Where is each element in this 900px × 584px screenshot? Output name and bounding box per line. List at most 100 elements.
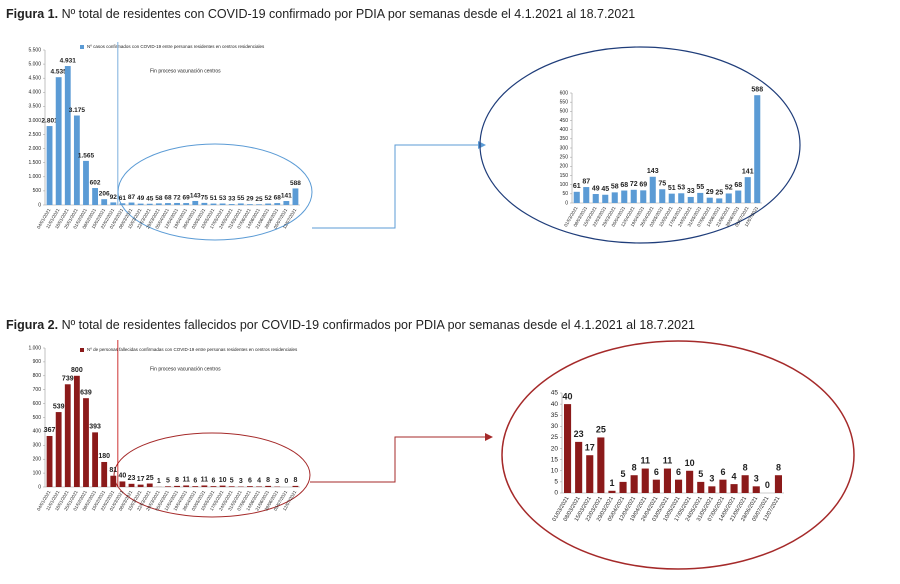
bar	[592, 194, 599, 203]
bar	[55, 77, 62, 205]
data-label: 75	[658, 180, 666, 187]
y-tick-label: 350	[560, 136, 569, 142]
data-label: 45	[146, 195, 154, 202]
bar	[668, 193, 675, 203]
y-tick-label: 20	[551, 445, 559, 452]
caption-text: Nº total de residentes fallecidos por CO…	[62, 318, 695, 332]
data-label: 10	[685, 458, 695, 468]
bar	[583, 187, 590, 203]
data-label: 393	[89, 424, 101, 431]
data-label: 25	[255, 196, 263, 203]
data-label: 539	[53, 403, 65, 410]
y-tick-label: 2.500	[28, 132, 41, 138]
data-label: 72	[173, 194, 181, 201]
data-label: 81	[109, 467, 117, 474]
bar	[210, 486, 217, 487]
zoom-ellipse	[501, 340, 855, 570]
y-tick-label: 250	[560, 154, 569, 160]
data-label: 143	[647, 168, 659, 175]
data-label: 8	[266, 477, 270, 484]
bar	[201, 485, 208, 487]
bar	[586, 455, 594, 493]
bar	[563, 404, 572, 493]
data-label: 5	[166, 478, 170, 485]
bar	[678, 193, 685, 203]
bar	[744, 177, 751, 203]
bar	[246, 204, 253, 205]
y-tick-label: 200	[33, 457, 42, 463]
bar	[719, 479, 727, 493]
bar	[101, 461, 108, 487]
data-label: 75	[201, 194, 209, 201]
y-tick-label: 500	[560, 109, 569, 115]
y-tick-label: 4.500	[28, 76, 41, 82]
bar	[83, 160, 89, 205]
data-label: 180	[98, 453, 110, 460]
bar	[283, 201, 290, 205]
data-label: 141	[281, 193, 292, 200]
bar	[73, 375, 80, 487]
bar	[46, 435, 53, 487]
data-label: 87	[128, 194, 136, 201]
bar	[697, 192, 704, 203]
bar	[602, 194, 609, 203]
data-label: 11	[663, 456, 673, 466]
y-tick-label: 400	[33, 429, 42, 435]
y-tick-label: 50	[562, 191, 568, 197]
y-tick-label: 800	[33, 373, 42, 379]
bar	[774, 475, 783, 493]
data-label: 69	[639, 182, 647, 189]
caption-label: Figura 2.	[6, 318, 58, 332]
data-label: 11	[201, 477, 209, 484]
bar	[652, 479, 660, 493]
bar	[687, 196, 694, 203]
legend-label: Nº de personas fallecidas confirmadas co…	[87, 347, 298, 352]
data-label: 1.565	[78, 152, 95, 159]
bar	[640, 190, 647, 203]
data-label: 45	[601, 186, 609, 193]
y-tick-label: 1.000	[28, 345, 41, 351]
caption-text: Nº total de residentes con COVID-19 conf…	[62, 7, 636, 21]
bar	[92, 188, 99, 205]
y-tick-label: 1.000	[28, 174, 41, 180]
bar	[575, 441, 583, 493]
bar	[174, 485, 180, 487]
bar	[219, 485, 226, 487]
bar	[64, 66, 71, 205]
data-label: 3	[275, 478, 279, 485]
data-label: 4	[257, 478, 261, 485]
bar	[101, 199, 108, 205]
y-tick-label: 1.500	[28, 160, 41, 166]
data-label: 4.535	[51, 69, 68, 76]
bar	[292, 188, 299, 205]
data-label: 69	[183, 195, 191, 202]
data-label: 367	[44, 427, 56, 434]
data-label: 40	[119, 473, 127, 480]
data-label: 2.801	[41, 118, 58, 125]
y-tick-label: 30	[551, 423, 559, 430]
zoom-arrow	[310, 433, 493, 483]
bar	[697, 481, 705, 493]
y-tick-label: 0	[554, 490, 558, 497]
data-label: 49	[592, 185, 600, 192]
bar	[256, 204, 262, 205]
bar	[292, 485, 299, 487]
data-label: 206	[99, 191, 110, 198]
data-label: 52	[265, 195, 273, 202]
bar	[183, 203, 190, 205]
legend-swatch	[80, 348, 84, 352]
y-tick-label: 500	[33, 415, 42, 421]
bar	[73, 115, 80, 205]
y-tick-label: 300	[33, 443, 42, 449]
data-label: 5	[621, 469, 626, 479]
data-label: 72	[630, 181, 638, 188]
data-label: 6	[248, 477, 252, 484]
bar	[265, 485, 272, 487]
data-label: 55	[696, 184, 704, 191]
data-label: 8	[743, 462, 748, 472]
bar	[146, 203, 153, 205]
data-label: 10	[219, 477, 227, 484]
bar	[137, 484, 144, 487]
bar	[92, 432, 99, 487]
